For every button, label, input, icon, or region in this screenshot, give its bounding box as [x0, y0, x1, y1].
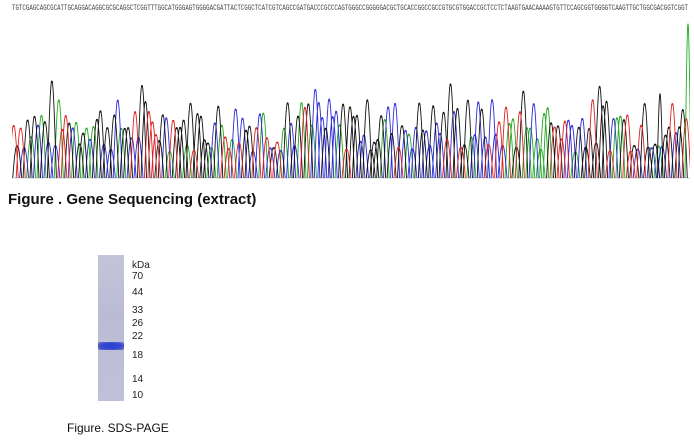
- base-call-sequence: TGTCGAGCAGCGCATTGCAGGACAGGCGCGCAGGCTCGGT…: [12, 4, 688, 13]
- gel-lane: [98, 255, 124, 401]
- chromatogram: TGTCGAGCAGCGCATTGCAGGACAGGCGCGCAGGCTCGGT…: [12, 4, 690, 179]
- ladder-marker-33: 33: [132, 305, 144, 316]
- ladder-marker-44: 44: [132, 287, 144, 298]
- ladder-marker-70: 70: [132, 271, 144, 282]
- trace-tall-peak-1: [684, 23, 690, 179]
- sds-page-gel: kDa 70 44 33 26 22 18 14 10: [96, 255, 216, 405]
- ladder-marker-22: 22: [132, 331, 144, 342]
- ladder-marker-26: 26: [132, 318, 144, 329]
- ladder-unit-label: kDa: [132, 260, 150, 271]
- trace-curves: [12, 23, 690, 179]
- trace-G: [12, 80, 688, 179]
- ladder-marker-10: 10: [132, 390, 144, 401]
- trace-T: [12, 99, 690, 179]
- ladder-marker-18: 18: [132, 350, 144, 361]
- trace-tall-peak-0: [656, 93, 664, 179]
- chromatogram-panel: TGTCGAGCAGCGCATTGCAGGACAGGCGCGCAGGCTCGGT…: [12, 2, 690, 182]
- figure-caption-sequencing: Figure . Gene Sequencing (extract): [8, 191, 257, 208]
- ladder-marker-14: 14: [132, 374, 144, 385]
- figure-caption-sds-page: Figure. SDS-PAGE: [67, 421, 169, 435]
- protein-band: [98, 342, 124, 350]
